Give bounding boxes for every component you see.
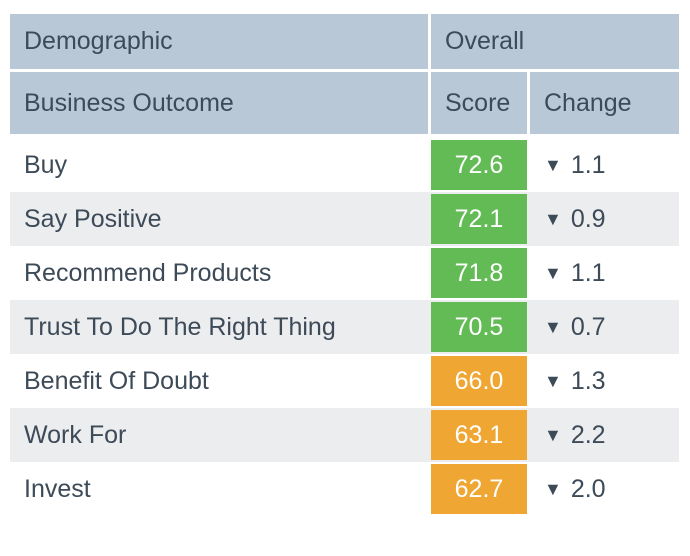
change-value: 1.1 xyxy=(570,258,606,287)
outcome-label: Benefit Of Doubt xyxy=(24,366,209,395)
header-business-outcome: Business Outcome xyxy=(10,72,428,134)
outcome-label: Buy xyxy=(24,150,68,179)
down-arrow-icon: ▼ xyxy=(544,425,562,445)
table-header-row-1: Demographic Overall xyxy=(10,14,679,69)
score-badge: 70.5 xyxy=(431,302,527,352)
header-change: Change xyxy=(530,72,679,134)
table-header-row-2: Business Outcome Score Change xyxy=(10,72,679,134)
header-demographic: Demographic xyxy=(10,14,428,69)
score-badge: 71.8 xyxy=(431,248,527,298)
down-arrow-icon: ▼ xyxy=(544,479,562,499)
table-body: Buy 72.6 ▼ 1.1 Say Positive 72.1 ▼ 0.9 R… xyxy=(10,138,679,516)
table-row: Recommend Products 71.8 ▼ 1.1 xyxy=(10,246,679,300)
score-badge: 63.1 xyxy=(431,410,527,460)
score-badge: 66.0 xyxy=(431,356,527,406)
score-badge: 72.6 xyxy=(431,140,527,190)
outcome-label: Say Positive xyxy=(24,204,162,233)
down-arrow-icon: ▼ xyxy=(544,317,562,337)
header-overall: Overall xyxy=(431,14,679,69)
outcome-label: Work For xyxy=(24,420,127,449)
outcome-label: Trust To Do The Right Thing xyxy=(24,312,336,341)
score-badge: 72.1 xyxy=(431,194,527,244)
down-arrow-icon: ▼ xyxy=(544,263,562,283)
score-badge: 62.7 xyxy=(431,464,527,514)
change-value: 2.2 xyxy=(570,420,606,449)
change-value: 1.1 xyxy=(570,150,606,179)
down-arrow-icon: ▼ xyxy=(544,209,562,229)
outcome-label: Recommend Products xyxy=(24,258,272,287)
change-value: 0.7 xyxy=(570,312,606,341)
change-value: 2.0 xyxy=(570,474,606,503)
table-row: Work For 63.1 ▼ 2.2 xyxy=(10,408,679,462)
business-outcome-table: Demographic Overall Business Outcome Sco… xyxy=(10,14,679,516)
outcome-label: Invest xyxy=(24,474,91,503)
down-arrow-icon: ▼ xyxy=(544,155,562,175)
table-row: Trust To Do The Right Thing 70.5 ▼ 0.7 xyxy=(10,300,679,354)
table-row: Invest 62.7 ▼ 2.0 xyxy=(10,462,679,516)
down-arrow-icon: ▼ xyxy=(544,371,562,391)
change-value: 1.3 xyxy=(570,366,606,395)
table-row: Benefit Of Doubt 66.0 ▼ 1.3 xyxy=(10,354,679,408)
table-row: Buy 72.6 ▼ 1.1 xyxy=(10,138,679,192)
table-row: Say Positive 72.1 ▼ 0.9 xyxy=(10,192,679,246)
header-score: Score xyxy=(431,72,527,134)
change-value: 0.9 xyxy=(570,204,606,233)
